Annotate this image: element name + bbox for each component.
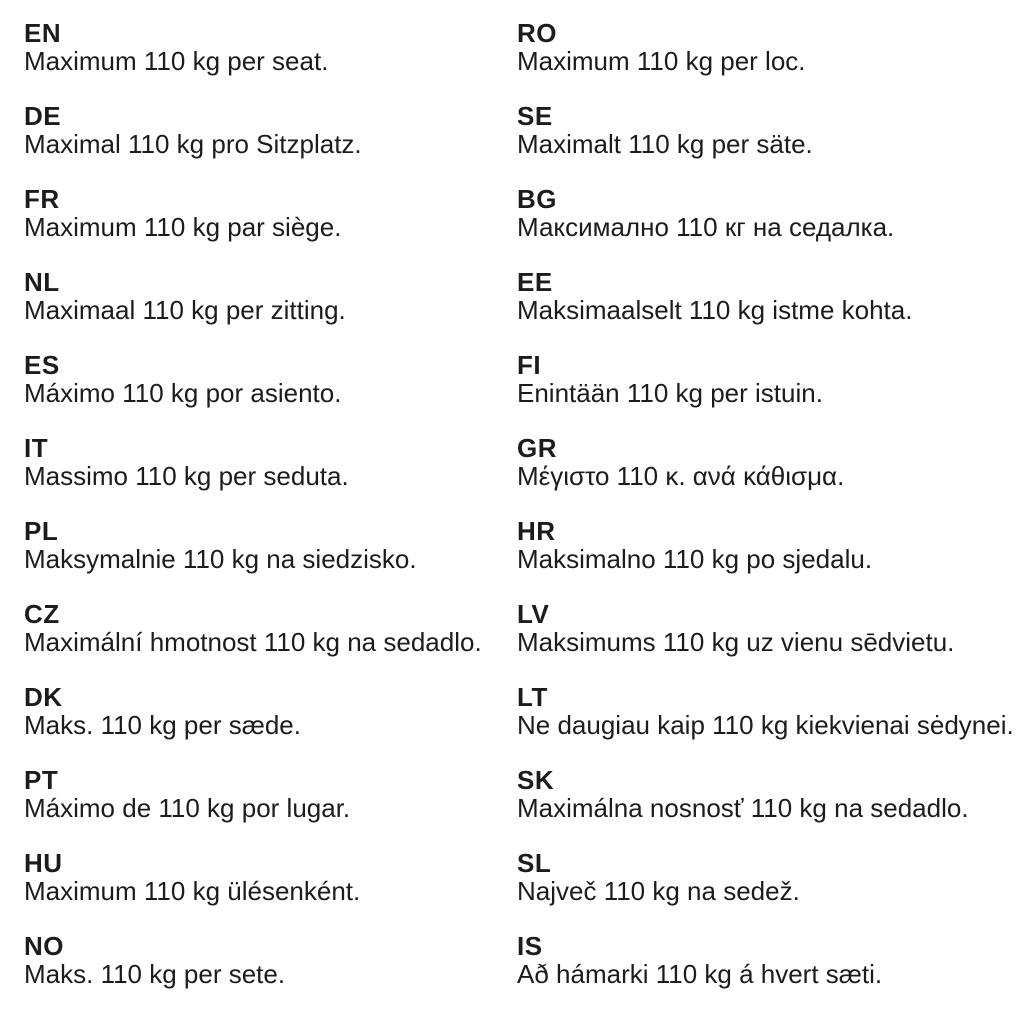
translation-text: Maximum 110 kg per loc. (517, 46, 806, 76)
language-code-label: CZ (24, 599, 60, 629)
language-entry: PT Máximo de 110 kg por lugar. (24, 766, 517, 822)
language-entry: NL Maximaal 110 kg per zitting. (24, 268, 517, 324)
language-code-label: DE (24, 101, 62, 131)
language-code-label: GR (517, 433, 557, 463)
translation-text: Máximo 110 kg por asiento. (24, 378, 342, 408)
language-entry: SK Maximálna nosnosť 110 kg na sedadlo. (517, 766, 1018, 822)
language-code-label: DK (24, 682, 63, 712)
language-code-label: LV (517, 599, 550, 629)
translation-text: Maximální hmotnost 110 kg na sedadlo. (24, 627, 482, 657)
translation-text: Maximálna nosnosť 110 kg na sedadlo. (517, 793, 969, 823)
language-entry: EN Maximum 110 kg per seat. (24, 19, 517, 75)
translation-text: Maximum 110 kg per seat. (24, 46, 329, 76)
language-code-label: FI (517, 350, 542, 380)
language-code-label: SK (517, 765, 555, 795)
translation-text: Maximal 110 kg pro Sitzplatz. (24, 129, 362, 159)
language-code-label: HR (517, 516, 556, 546)
translation-text: Maximum 110 kg par siège. (24, 212, 342, 242)
language-code-label: NO (24, 931, 64, 961)
language-entry: LV Maksimums 110 kg uz vienu sēdvietu. (517, 600, 1018, 656)
language-entry: CZ Maximální hmotnost 110 kg na sedadlo. (24, 600, 517, 656)
language-code-label: IS (517, 931, 543, 961)
translation-text: Μέγιστο 110 κ. ανά κάθισμα. (517, 461, 845, 491)
translation-text: Maksimalno 110 kg po sjedalu. (517, 544, 873, 574)
language-entry: RO Maximum 110 kg per loc. (517, 19, 1018, 75)
language-entry: EE Maksimaalselt 110 kg istme kohta. (517, 268, 1018, 324)
translation-text: Enintään 110 kg per istuin. (517, 378, 823, 408)
translation-text: Massimo 110 kg per seduta. (24, 461, 349, 491)
translation-text: Največ 110 kg na sedež. (517, 876, 800, 906)
translation-text: Maks. 110 kg per sæde. (24, 710, 301, 740)
language-code-label: EE (517, 267, 553, 297)
language-entry: GR Μέγιστο 110 κ. ανά κάθισμα. (517, 434, 1018, 490)
language-entry: DE Maximal 110 kg pro Sitzplatz. (24, 102, 517, 158)
translation-text: Maks. 110 kg per sete. (24, 959, 286, 989)
language-entry: FR Maximum 110 kg par siège. (24, 185, 517, 241)
translation-text: Maksimaalselt 110 kg istme kohta. (517, 295, 913, 325)
language-entry: ES Máximo 110 kg por asiento. (24, 351, 517, 407)
language-code-label: IT (24, 433, 49, 463)
language-code-label: PT (24, 765, 59, 795)
language-entry: LT Ne daugiau kaip 110 kg kiekvienai sėd… (517, 683, 1018, 739)
language-entry: BG Максимално 110 кг на седалка. (517, 185, 1018, 241)
language-code-label: PL (24, 516, 59, 546)
translation-text: Að hámarki 110 kg á hvert sæti. (517, 959, 883, 989)
language-entry: SL Največ 110 kg na sedež. (517, 849, 1018, 905)
language-entry: NO Maks. 110 kg per sete. (24, 932, 517, 988)
translation-text: Максимално 110 кг на седалка. (517, 212, 895, 242)
left-column: EN Maximum 110 kg per seat. DE Maximal 1… (24, 19, 517, 1015)
language-code-label: FR (24, 184, 60, 214)
language-code-label: RO (517, 18, 557, 48)
language-code-label: SL (517, 848, 552, 878)
translation-text: Maximalt 110 kg per säte. (517, 129, 813, 159)
language-entry: FI Enintään 110 kg per istuin. (517, 351, 1018, 407)
language-code-label: EN (24, 18, 62, 48)
translation-text: Máximo de 110 kg por lugar. (24, 793, 351, 823)
language-code-label: SE (517, 101, 553, 131)
language-code-label: ES (24, 350, 60, 380)
right-column: RO Maximum 110 kg per loc. SE Maximalt 1… (517, 19, 1018, 1015)
language-code-label: BG (517, 184, 557, 214)
translation-text: Ne daugiau kaip 110 kg kiekvienai sėdyne… (517, 710, 1014, 740)
language-entry: PL Maksymalnie 110 kg na siedzisko. (24, 517, 517, 573)
language-entry: IS Að hámarki 110 kg á hvert sæti. (517, 932, 1018, 988)
language-code-label: NL (24, 267, 60, 297)
language-entry: HR Maksimalno 110 kg po sjedalu. (517, 517, 1018, 573)
translation-text: Maksimums 110 kg uz vienu sēdvietu. (517, 627, 955, 657)
language-entry: DK Maks. 110 kg per sæde. (24, 683, 517, 739)
translation-text: Maximaal 110 kg per zitting. (24, 295, 346, 325)
language-entry: HU Maximum 110 kg ülésenként. (24, 849, 517, 905)
language-code-label: HU (24, 848, 63, 878)
translation-text: Maximum 110 kg ülésenként. (24, 876, 361, 906)
language-entry: SE Maximalt 110 kg per säte. (517, 102, 1018, 158)
language-code-label: LT (517, 682, 548, 712)
translation-text: Maksymalnie 110 kg na siedzisko. (24, 544, 417, 574)
language-entry: IT Massimo 110 kg per seduta. (24, 434, 517, 490)
